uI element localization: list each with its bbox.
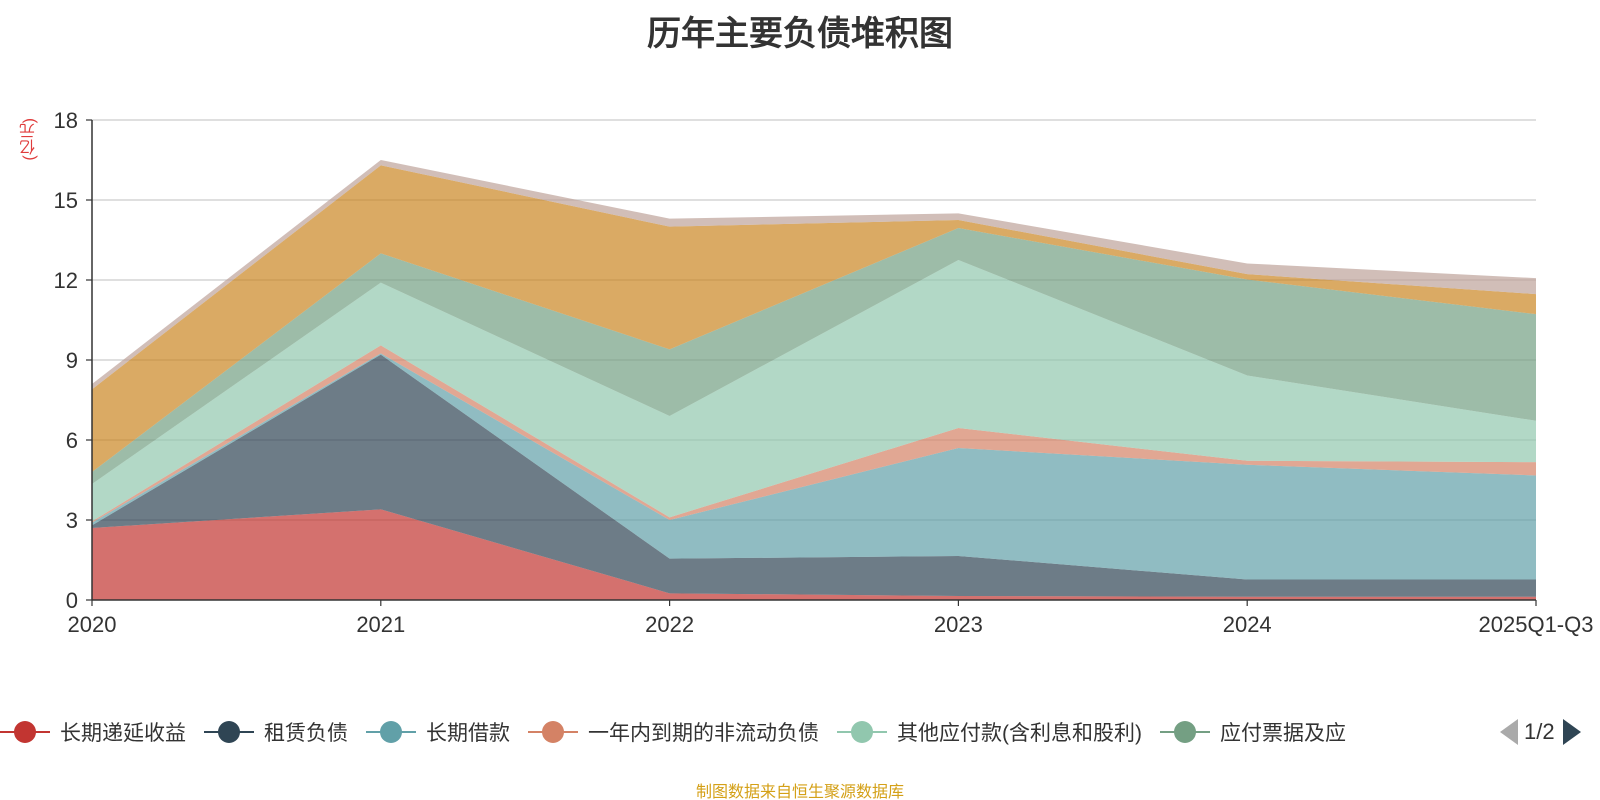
legend-item[interactable]: 长期递延收益	[0, 717, 186, 747]
legend-prev-arrow-icon[interactable]	[1500, 719, 1518, 745]
area-series-2	[92, 353, 1536, 580]
legend-swatch-icon	[837, 720, 887, 744]
area-series-3	[92, 345, 1536, 523]
legend-next-arrow-icon[interactable]	[1562, 719, 1581, 745]
legend-swatch-icon	[1160, 720, 1210, 744]
legend-label: 一年内到期的非流动负债	[588, 722, 819, 745]
area-series-4	[92, 260, 1536, 522]
x-tick-label: 2021	[356, 612, 405, 637]
x-tick-label: 2024	[1223, 612, 1272, 637]
x-tick-label: 2025Q1-Q3	[1479, 612, 1594, 637]
y-tick-label: 0	[66, 588, 78, 613]
legend-swatch-icon	[204, 720, 254, 744]
x-tick-label: 2022	[645, 612, 694, 637]
legend-label: 长期递延收益	[60, 722, 186, 745]
area-series-6	[92, 165, 1536, 473]
legend: 长期递延收益 租赁负债 长期借款 一年内到期的非流动负债 其他应付款(含利息和股利) 应付…	[0, 712, 1600, 752]
y-tick-label: 18	[54, 108, 78, 133]
legend-item[interactable]: 租赁负债	[204, 717, 348, 747]
legend-swatch-icon	[366, 720, 416, 744]
legend-swatch-icon	[0, 720, 50, 744]
y-tick-label: 9	[66, 348, 78, 373]
y-tick-label: 6	[66, 428, 78, 453]
data-source-note: 制图数据来自恒生聚源数据库	[695, 784, 904, 800]
area-series-0	[92, 509, 1536, 600]
legend-label: 其他应付款(含利息和股利)	[897, 722, 1142, 745]
y-tick-label: 3	[66, 508, 78, 533]
x-tick-label: 2023	[934, 612, 983, 637]
legend-item[interactable]: 其他应付款(含利息和股利)	[837, 717, 1142, 747]
legend-pager: 1/2	[1500, 712, 1600, 752]
x-tick-label: 2020	[68, 612, 117, 637]
plot-area: 0 3 6 9 12 15 18 2020 2021 2022 2023 2024 2025Q1-Q3	[54, 108, 1594, 637]
legend-item[interactable]: 应付票据及应	[1160, 717, 1346, 747]
legend-page-indicator: 1/2	[1524, 719, 1555, 744]
legend-swatch-icon	[528, 720, 578, 744]
legend-label: 租赁负债	[264, 722, 348, 745]
y-tick-label: 12	[54, 268, 78, 293]
area-series-1	[92, 354, 1536, 597]
legend-items: 长期递延收益 租赁负债 长期借款 一年内到期的非流动负债 其他应付款(含利息和股利) 应付…	[0, 712, 1500, 752]
y-tick-label: 15	[54, 188, 78, 213]
area-series-5	[92, 228, 1536, 484]
legend-item[interactable]: 长期借款	[366, 717, 510, 747]
legend-label: 长期借款	[426, 722, 510, 745]
chart-title: 历年主要负债堆积图	[647, 15, 953, 53]
legend-item[interactable]: 一年内到期的非流动负债	[528, 717, 819, 747]
legend-label: 应付票据及应	[1220, 722, 1346, 745]
